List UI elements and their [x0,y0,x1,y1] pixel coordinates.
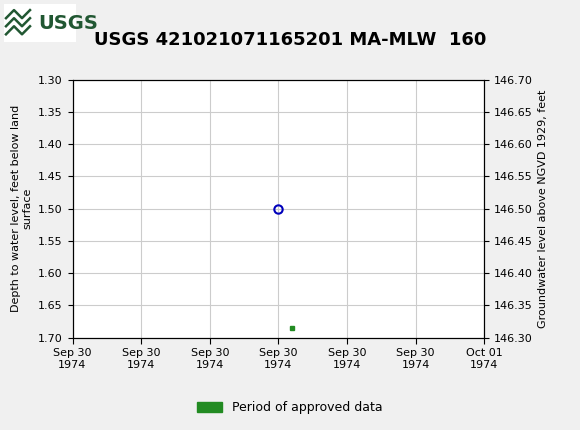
Legend: Period of approved data: Period of approved data [192,396,388,419]
Y-axis label: Depth to water level, feet below land
surface: Depth to water level, feet below land su… [11,105,32,312]
Bar [4,4,76,43]
Text: USGS: USGS [38,14,98,33]
Text: USGS 421021071165201 MA-MLW  160: USGS 421021071165201 MA-MLW 160 [94,31,486,49]
Y-axis label: Groundwater level above NGVD 1929, feet: Groundwater level above NGVD 1929, feet [538,89,549,328]
